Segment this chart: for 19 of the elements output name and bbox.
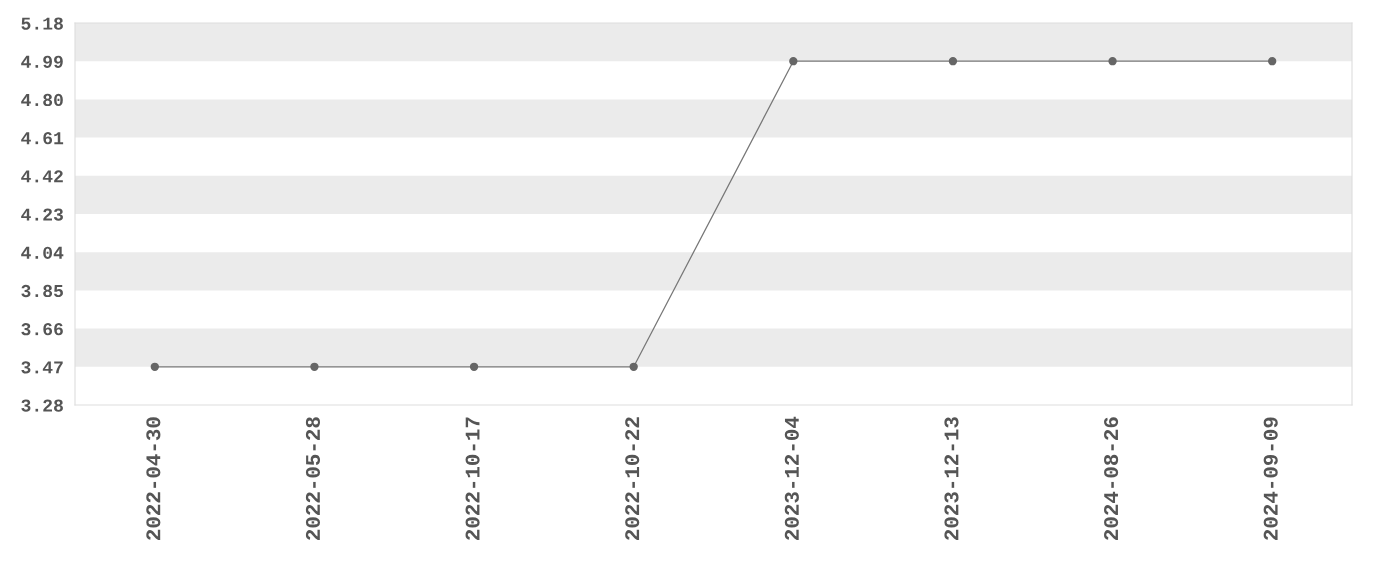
y-tick-label: 4.04 <box>21 246 64 259</box>
x-tick-label: 2022-05-28 <box>305 417 321 540</box>
y-tick-label: 3.47 <box>21 361 63 374</box>
x-tick-label: 2024-08-26 <box>1104 417 1119 540</box>
x-tick-label: 2023-12-04 <box>784 416 799 540</box>
y-tick-label: 4.99 <box>21 55 63 68</box>
x-tick-label: 2023-12-13 <box>944 417 959 540</box>
x-tick-label: 2022-10-17 <box>465 417 480 540</box>
x-tick-label: 2022-04-30 <box>146 417 161 540</box>
y-tick-label: 3.85 <box>21 284 63 298</box>
y-tick-label: 3.66 <box>21 323 63 336</box>
y-tick-label: 4.23 <box>21 208 63 221</box>
x-tick-label: 2024-09-09 <box>1263 417 1278 540</box>
y-tick-label: 5.18 <box>21 17 63 30</box>
y-tick-label: 4.42 <box>21 170 63 183</box>
x-tick-label: 2022-10-22 <box>625 417 640 540</box>
y-tick-label: 3.28 <box>21 399 63 412</box>
y-tick-label: 4.80 <box>21 93 63 107</box>
y-tick-label: 4.61 <box>21 132 64 145</box>
